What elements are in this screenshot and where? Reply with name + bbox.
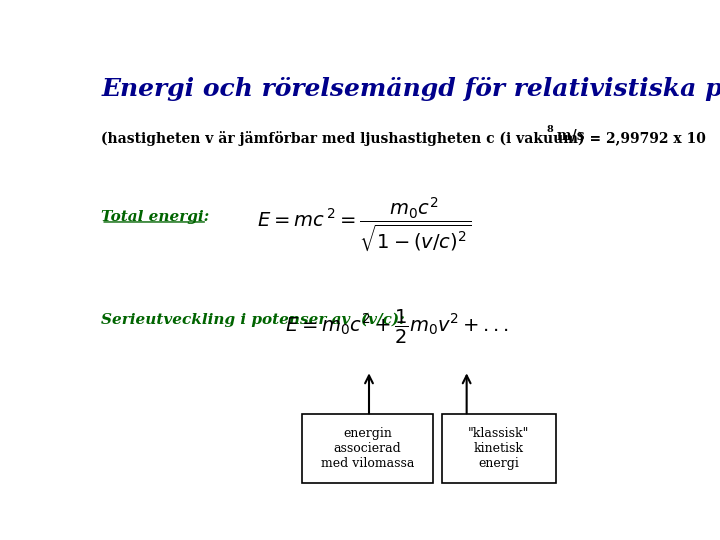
Text: (hastigheten v är jämförbar med ljushastigheten c (i vakuum) = 2,99792 x 10: (hastigheten v är jämförbar med ljushast… — [101, 131, 706, 146]
FancyBboxPatch shape — [441, 414, 556, 483]
Text: $E = mc^{\,2} = \dfrac{m_0 c^2}{\sqrt{1-(v/c)^2}}$: $E = mc^{\,2} = \dfrac{m_0 c^2}{\sqrt{1-… — [258, 196, 472, 253]
Text: "klassisk"
kinetisk
energi: "klassisk" kinetisk energi — [468, 427, 529, 470]
Text: $E = m_0 c^2 + \dfrac{1}{2}m_0 v^2 + ...$: $E = m_0 c^2 + \dfrac{1}{2}m_0 v^2 + ...… — [285, 308, 509, 346]
Text: Total energi:: Total energi: — [101, 210, 210, 224]
FancyBboxPatch shape — [302, 414, 433, 483]
Text: m/s: m/s — [552, 129, 585, 143]
Text: 8: 8 — [546, 125, 553, 134]
Text: energin
associerad
med vilomassa: energin associerad med vilomassa — [321, 427, 414, 470]
Text: Serieutveckling i potenser av  (v/c):: Serieutveckling i potenser av (v/c): — [101, 312, 405, 327]
Text: Energi och rörelsemängd för relativistiska partiklar: Energi och rörelsemängd för relativistis… — [101, 77, 720, 102]
